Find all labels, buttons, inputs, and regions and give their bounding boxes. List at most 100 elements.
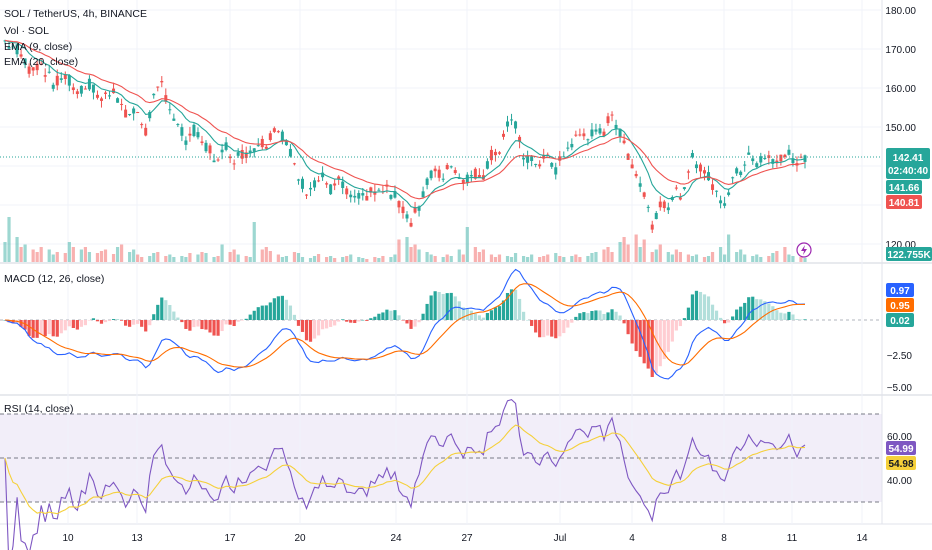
- time-tick-label: 11: [787, 533, 798, 544]
- macd-histogram-bar: [473, 313, 477, 320]
- volume-bar: [7, 217, 11, 262]
- volume-bar: [357, 257, 361, 262]
- candle-body: [634, 174, 638, 177]
- time-axis[interactable]: 10 13 17 20 24 27 Jul 4 8 11 14: [62, 533, 868, 544]
- candle-body: [309, 187, 313, 190]
- volume-bar: [95, 253, 100, 262]
- candle-body: [19, 54, 23, 57]
- candle-body: [698, 164, 702, 172]
- macd-histogram-bar: [296, 320, 301, 326]
- volume-bar: [526, 257, 530, 262]
- candle-body: [598, 128, 602, 134]
- volume-bar: [349, 254, 353, 262]
- macd-histogram-bar: [71, 320, 75, 328]
- macd-histogram-bar: [674, 320, 678, 331]
- candle-body: [365, 195, 369, 201]
- macd-histogram-bar: [168, 304, 172, 320]
- volume-bar: [296, 253, 301, 262]
- candle-body: [228, 156, 232, 159]
- candle-body: [27, 66, 31, 74]
- candle-body: [208, 145, 212, 154]
- macd-histogram-bar: [755, 299, 759, 320]
- symbol-title[interactable]: SOL / TetherUS, 4h, BINANCE: [4, 8, 147, 20]
- candle-body: [731, 177, 735, 179]
- volume-bar: [292, 252, 297, 262]
- ema9-legend[interactable]: EMA (9, close): [4, 41, 72, 53]
- volume-bar: [55, 252, 59, 262]
- macd-histogram-bar: [27, 320, 31, 336]
- candle-body: [284, 141, 288, 146]
- volume-bar: [610, 252, 614, 262]
- time-tick-label: 8: [721, 533, 727, 544]
- rsi-pane[interactable]: [0, 396, 882, 524]
- macd-histogram-bar: [276, 296, 280, 320]
- macd-histogram-bar: [534, 320, 538, 333]
- macd-legend[interactable]: MACD (12, 26, close): [4, 273, 104, 285]
- price-pane[interactable]: [0, 0, 882, 262]
- candle-body: [59, 78, 63, 80]
- macd-histogram-bar: [590, 310, 594, 320]
- volume-bar: [702, 257, 707, 262]
- macd-histogram-bar: [421, 313, 425, 320]
- macd-histogram-bar: [521, 311, 526, 320]
- macd-histogram-bar: [115, 319, 120, 320]
- volume-bar: [751, 256, 755, 262]
- macd-histogram-bar: [369, 318, 373, 320]
- candle-body: [47, 71, 51, 73]
- candle-body: [751, 158, 755, 162]
- volume-bar: [329, 256, 333, 262]
- candle-body: [188, 133, 192, 136]
- candle-body: [469, 175, 473, 177]
- macd-histogram-bar: [694, 290, 699, 320]
- volume-bar: [19, 247, 23, 262]
- candle-body: [357, 193, 361, 199]
- candle-body: [31, 67, 35, 71]
- macd-histogram-bar: [457, 301, 461, 320]
- volume-bar: [433, 256, 437, 262]
- macd-histogram-bar: [341, 319, 345, 320]
- macd-pane[interactable]: [0, 264, 882, 394]
- macd-tag: 0.97: [886, 283, 914, 297]
- macd-histogram-bar: [180, 320, 184, 323]
- macd-histogram-bar: [268, 302, 272, 320]
- candle-body: [779, 154, 783, 162]
- candle-body: [292, 163, 296, 165]
- price-axis[interactable]: 180.00 170.00 160.00 150.00 120.00 −2.50 −5.00…: [885, 6, 916, 487]
- candle-body: [264, 146, 268, 149]
- macd-histogram-bar: [132, 320, 136, 325]
- volume-bar: [345, 256, 349, 262]
- macd-histogram-bar: [409, 320, 413, 329]
- macd-histogram-bar: [779, 312, 783, 320]
- volume-bar: [264, 247, 268, 262]
- volume-legend[interactable]: Vol · SOL: [4, 25, 49, 37]
- candle-body: [176, 124, 180, 126]
- ema20-legend[interactable]: EMA (20, close): [4, 56, 78, 68]
- volume-bar: [23, 244, 27, 262]
- macd-histogram-bar: [493, 307, 498, 320]
- lightning-icon[interactable]: [796, 242, 812, 258]
- candle-body: [666, 207, 670, 211]
- volume-bar: [718, 247, 723, 262]
- volume-bar: [152, 253, 156, 262]
- time-tick-label: 27: [461, 533, 473, 544]
- hist-tag: 0.02: [886, 313, 914, 327]
- rsi-legend[interactable]: RSI (14, close): [4, 403, 73, 415]
- candle-body: [626, 153, 630, 160]
- volume-bar: [706, 256, 711, 262]
- macd-histogram-bar: [526, 319, 530, 321]
- volume-bar: [570, 256, 574, 262]
- price-tick-label: 180.00: [885, 6, 916, 17]
- volume-bar: [47, 249, 51, 262]
- macd-histogram-bar: [111, 319, 116, 320]
- macd-histogram-bar: [658, 320, 662, 367]
- macd-histogram-bar: [759, 299, 763, 320]
- volume-tag: 122.755K: [886, 247, 932, 261]
- last-price-value: 142.41: [893, 153, 924, 164]
- candle-body: [759, 156, 763, 163]
- macd-histogram-bar: [196, 320, 200, 327]
- volume-bar: [103, 249, 108, 262]
- macd-histogram-bar: [666, 320, 670, 352]
- candle-body: [79, 85, 83, 94]
- volume-bar: [200, 252, 204, 262]
